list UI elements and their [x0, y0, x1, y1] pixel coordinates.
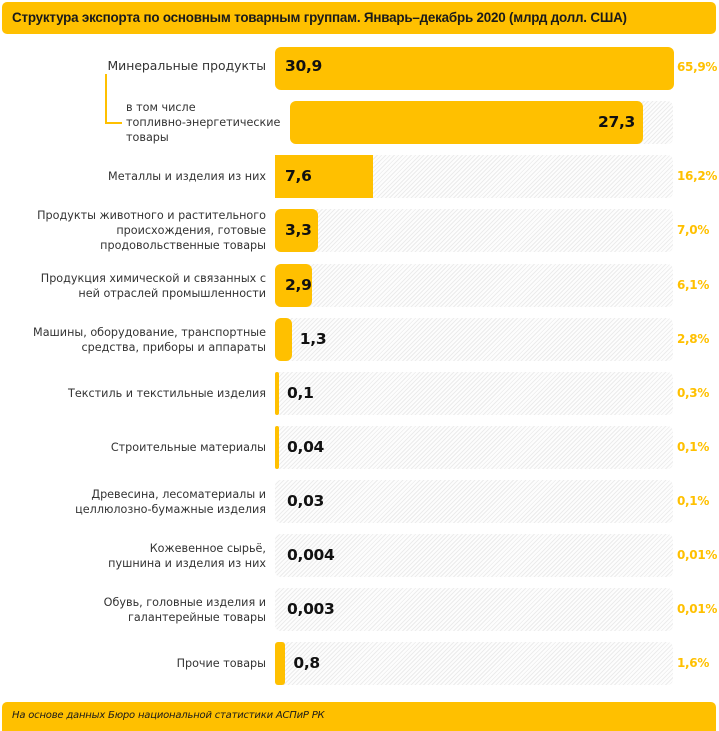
category-label: Древесина, лесоматериалы и целлюлозно-бу… [75, 487, 266, 516]
connector-line [105, 122, 122, 124]
category-label: Машины, оборудование, транспортные средс… [33, 325, 266, 354]
category-label: Текстиль и текстильные изделия [68, 387, 266, 400]
value-label: 0,03 [287, 492, 325, 510]
share-label: 1,6% [677, 656, 710, 670]
bar-track [275, 534, 673, 577]
bar-track [275, 426, 673, 469]
value-label: 0,1 [287, 384, 314, 402]
share-label: 0,01% [677, 602, 718, 616]
category-label: в том числе топливно-энергетические това… [126, 101, 281, 144]
bar-track [275, 372, 673, 415]
value-label: 30,9 [285, 57, 323, 75]
bar [275, 642, 286, 685]
category-label: Кожевенное сырьё, пушнина и изделия из н… [108, 541, 266, 570]
bar [275, 155, 374, 198]
value-label: 0,004 [287, 546, 335, 564]
bar [290, 101, 643, 144]
bar [275, 47, 674, 90]
value-label: 0,003 [287, 600, 335, 618]
share-label: 0,3% [677, 386, 710, 400]
share-label: 7,0% [677, 223, 710, 237]
bar [275, 426, 279, 469]
category-label: Обувь, головные изделия и галантерейные … [103, 595, 266, 624]
footer-bar: На основе данных Бюро национальной стати… [2, 702, 716, 731]
bar [275, 209, 318, 252]
bar-track [275, 588, 673, 631]
title-bar: Структура экспорта по основным товарным … [2, 2, 716, 34]
share-label: 0,01% [677, 548, 718, 562]
bar-track [275, 264, 673, 307]
bar [275, 372, 279, 415]
source-note: На основе данных Бюро национальной стати… [12, 710, 325, 721]
share-label: 65,9% [677, 60, 718, 74]
category-label: Минеральные продукты [107, 58, 266, 73]
bar-track [275, 480, 673, 523]
bar-track [275, 318, 673, 361]
bar [275, 264, 313, 307]
share-label: 0,1% [677, 440, 710, 454]
value-label: 2,9 [285, 276, 312, 294]
category-label: Продукция химической и связанных с ней о… [40, 271, 266, 300]
connector-line [105, 74, 107, 123]
category-label: Прочие товары [176, 657, 266, 670]
share-label: 16,2% [677, 169, 718, 183]
value-label: 7,6 [285, 167, 312, 185]
value-label: 3,3 [285, 221, 312, 239]
chart-title: Структура экспорта по основным товарным … [12, 10, 627, 25]
value-label: 27,3 [598, 113, 636, 131]
value-label: 0,8 [293, 654, 320, 672]
bar [275, 318, 292, 361]
category-label: Металлы и изделия из них [108, 170, 266, 183]
bar-track [275, 209, 673, 252]
category-label: Продукты животного и растительного проис… [37, 209, 266, 252]
share-label: 6,1% [677, 278, 710, 292]
value-label: 0,04 [287, 438, 325, 456]
bar-track [275, 642, 673, 685]
category-label: Строительные материалы [110, 441, 266, 454]
share-label: 2,8% [677, 332, 710, 346]
share-label: 0,1% [677, 494, 710, 508]
value-label: 1,3 [299, 330, 327, 348]
